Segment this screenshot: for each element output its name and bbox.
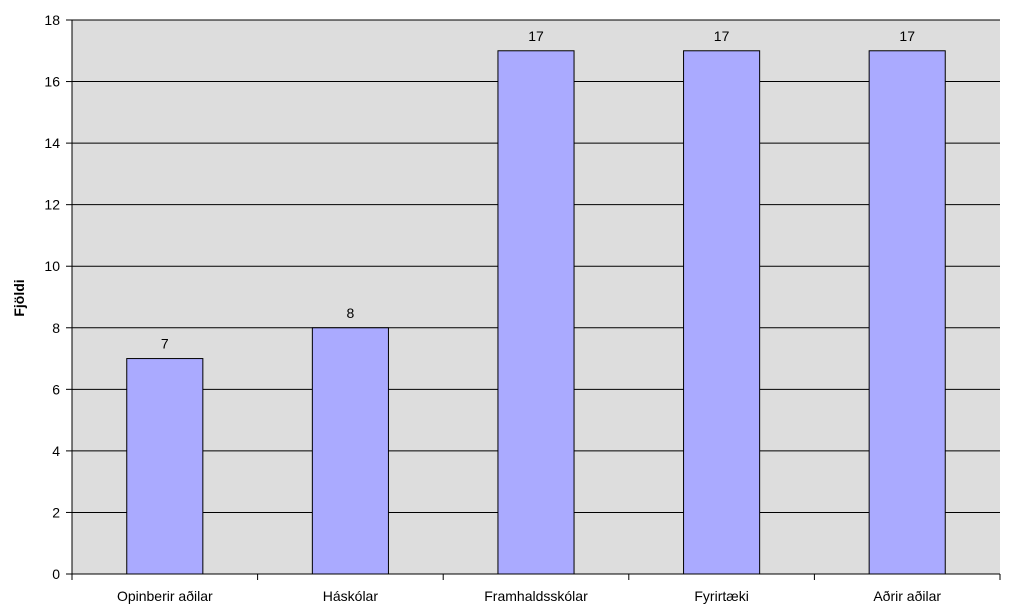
y-axis-title: Fjöldi: [11, 279, 27, 316]
y-tick-label: 4: [52, 443, 60, 459]
y-tick-label: 10: [44, 258, 60, 274]
y-tick-label: 0: [52, 566, 60, 582]
y-tick-label: 14: [44, 135, 60, 151]
x-tick-label: Fyrirtæki: [694, 588, 748, 604]
y-tick-label: 8: [52, 320, 60, 336]
data-label: 17: [528, 28, 544, 44]
bar: [497, 50, 575, 575]
data-label: 17: [899, 28, 915, 44]
data-label: 7: [161, 336, 169, 352]
x-tick-label: Aðrir aðilar: [873, 588, 941, 604]
y-tick-label: 2: [52, 504, 60, 520]
y-tick-label: 12: [44, 197, 60, 213]
x-tick-label: Opinberir aðilar: [117, 588, 213, 604]
bar: [126, 358, 204, 575]
y-tick-label: 6: [52, 381, 60, 397]
bar: [868, 50, 946, 575]
x-axis: Opinberir aðilar Háskólar Framhaldsskólar F…: [71, 573, 1001, 604]
x-tick-label: Háskólar: [323, 588, 379, 604]
y-tick-label: 18: [44, 12, 60, 28]
data-label: 17: [714, 28, 730, 44]
data-label: 8: [347, 305, 355, 321]
y-tick-label: 16: [44, 74, 60, 90]
bars: [126, 50, 946, 575]
data-labels: 7 8 17 17 17: [161, 28, 915, 352]
bar: [311, 327, 389, 575]
y-axis: 0 2 4 6 8 10 12 14 16 18: [44, 12, 73, 582]
bar: [683, 50, 761, 575]
x-tick-label: Framhaldsskólar: [484, 588, 588, 604]
